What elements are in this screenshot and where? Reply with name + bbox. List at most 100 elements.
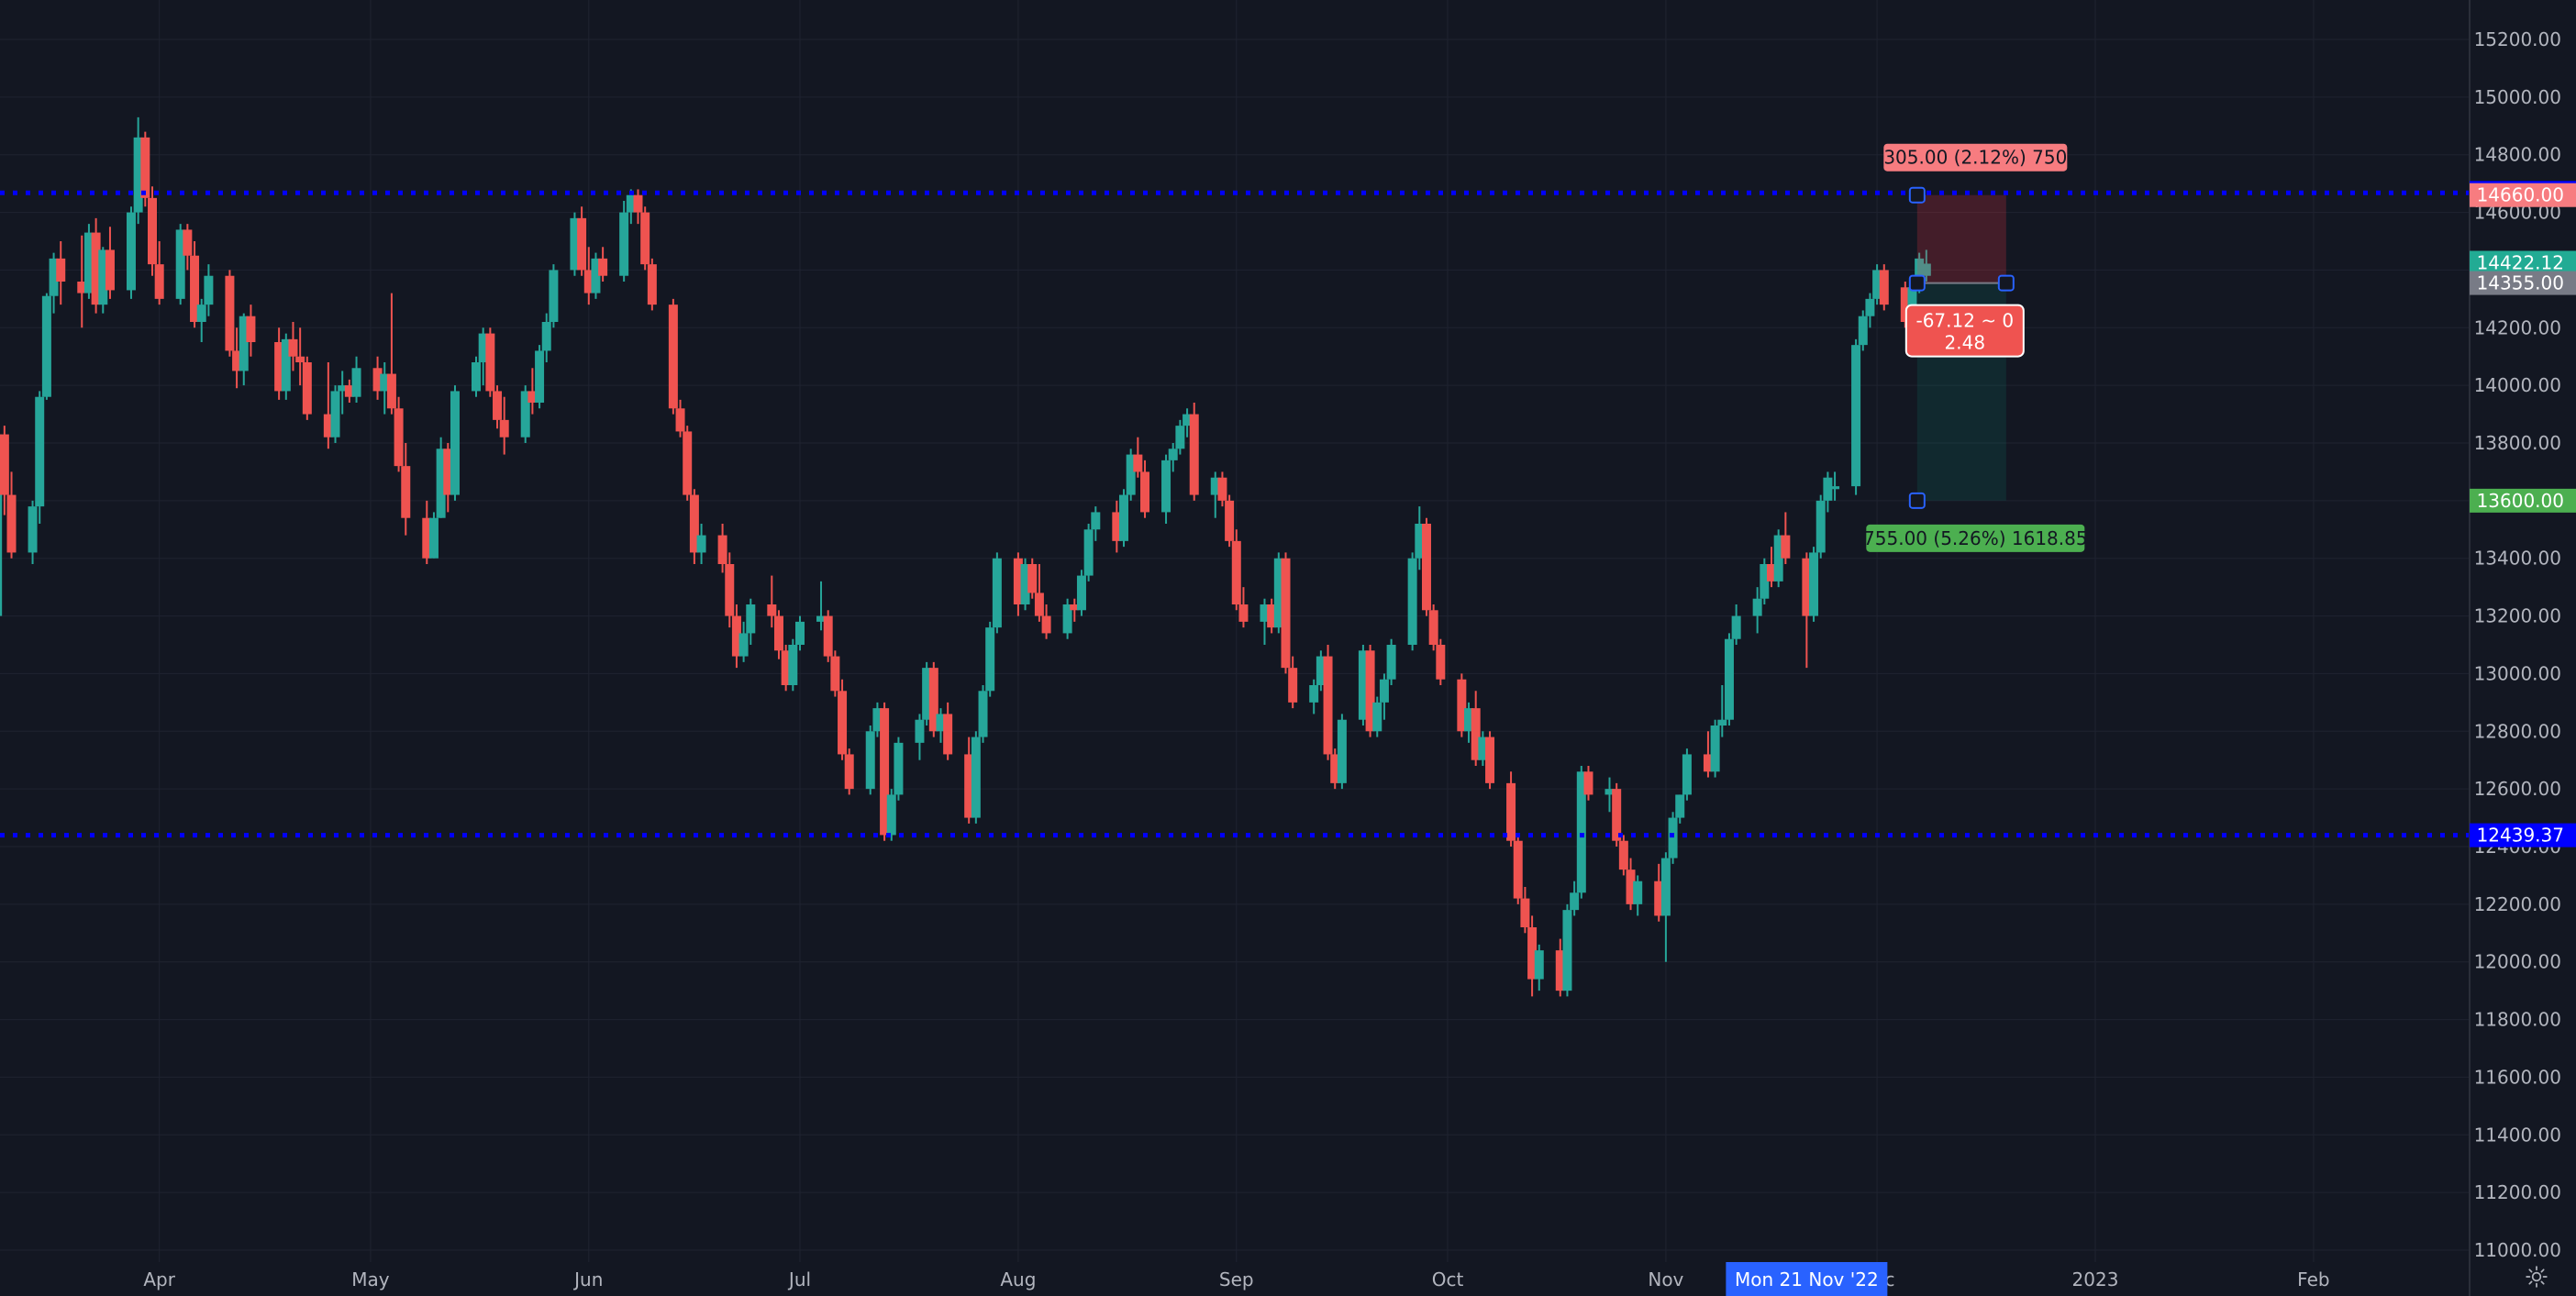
- gear-icon[interactable]: [2525, 1265, 2548, 1289]
- candle-body: [577, 217, 587, 271]
- price-tick-label: 15200.00: [2474, 28, 2561, 50]
- candle-body: [175, 229, 185, 299]
- candle-body: [795, 621, 805, 645]
- candle-body: [1112, 512, 1122, 541]
- price-tick-label: 13000.00: [2474, 662, 2561, 684]
- price-tick-label: 14800.00: [2474, 144, 2561, 166]
- candle-body: [520, 391, 530, 438]
- candle-body: [1386, 645, 1396, 680]
- candle-body: [372, 368, 383, 392]
- candle-body: [295, 356, 305, 362]
- candle-body: [6, 494, 17, 553]
- candle-body: [1083, 529, 1094, 576]
- candle-body: [246, 316, 256, 342]
- candle-body: [0, 434, 3, 616]
- candle-body: [91, 232, 101, 305]
- candle-body: [640, 212, 650, 265]
- candle-body: [1724, 638, 1734, 720]
- candle-body: [436, 449, 446, 518]
- candle-body: [386, 373, 396, 409]
- drag-handle[interactable]: [1908, 274, 1926, 292]
- candle-body: [943, 714, 953, 755]
- time-axis[interactable]: AprMayJunJulAugSepOctNovDec2023FebMon 21…: [143, 1262, 2330, 1296]
- candle-body: [1471, 708, 1481, 760]
- candle-body: [1337, 719, 1347, 783]
- candle-body: [225, 275, 235, 351]
- crosshair-date-badge: [1726, 1262, 1888, 1296]
- price-tick-label: 13400.00: [2474, 548, 2561, 570]
- candle-body: [380, 373, 390, 392]
- candle-body: [872, 708, 883, 732]
- candle-body: [1823, 477, 1833, 501]
- candle-body: [49, 258, 59, 296]
- candle-body: [1583, 771, 1593, 795]
- candle-body: [830, 656, 840, 692]
- pnl-label-line1: -67.12 ~ 0: [1915, 310, 2014, 332]
- price-tick-label: 13800.00: [2474, 432, 2561, 454]
- drag-handle[interactable]: [1908, 186, 1926, 204]
- candle-body: [880, 708, 890, 836]
- candle-body: [1830, 486, 1840, 490]
- candle-body: [773, 615, 783, 651]
- candle-body: [1013, 558, 1023, 604]
- candle-body: [865, 731, 875, 790]
- candle-body: [823, 615, 833, 657]
- candle-body: [1478, 737, 1488, 760]
- candle-body: [1421, 524, 1431, 611]
- candle-body: [1133, 454, 1143, 472]
- short-position-tool[interactable]: 305.00 (2.12%) 750 755.00 (5.26%) 1618.85…: [1863, 143, 2088, 552]
- candle-body: [1900, 287, 1910, 322]
- price-tick-label: 11200.00: [2474, 1181, 2561, 1203]
- candle-body: [928, 668, 938, 732]
- candle-body: [1070, 604, 1080, 611]
- candle-body: [1879, 270, 1889, 305]
- candle-body: [696, 535, 706, 553]
- candle-body: [1020, 564, 1030, 604]
- candle-body: [1815, 500, 1826, 553]
- candle-body: [816, 615, 827, 622]
- candle-body: [717, 535, 727, 564]
- candle-body: [1809, 552, 1819, 616]
- candle-body: [1041, 615, 1051, 634]
- candle-body: [338, 385, 348, 392]
- candle-body: [1570, 892, 1580, 911]
- candle-body: [1633, 881, 1643, 904]
- price-tick-label: 12800.00: [2474, 720, 2561, 742]
- drag-handle[interactable]: [1908, 492, 1926, 509]
- target-label-badge: [1866, 524, 2085, 552]
- price-axis[interactable]: 15200.0015000.0014800.0014600.0014400.00…: [2469, 0, 2576, 1296]
- candle-body: [1365, 650, 1375, 732]
- candle-body: [1752, 598, 1762, 616]
- candle-body: [274, 342, 284, 392]
- candle-body: [196, 305, 206, 322]
- candle-body: [668, 305, 678, 409]
- candle-body: [1464, 708, 1474, 732]
- candle-body: [1379, 679, 1389, 703]
- candle-body: [992, 558, 1002, 628]
- candle-body: [394, 408, 404, 467]
- candle-body: [1626, 870, 1636, 904]
- candle-body: [1682, 754, 1692, 795]
- price-badge: [2470, 271, 2576, 295]
- price-tick-label: 15000.00: [2474, 86, 2561, 108]
- candle-body: [1288, 668, 1298, 703]
- candle-body: [1225, 500, 1235, 541]
- candle-body: [77, 282, 87, 294]
- candle-body: [1703, 754, 1713, 772]
- candle-body: [28, 506, 38, 553]
- candle-body: [1555, 950, 1565, 991]
- candle-body: [401, 466, 411, 518]
- horizontal-lines[interactable]: [0, 190, 2470, 838]
- candle-body: [1168, 449, 1178, 460]
- candle-body: [647, 264, 657, 305]
- candle-body: [781, 650, 791, 685]
- candle-body: [971, 737, 981, 818]
- candle-body: [619, 212, 629, 276]
- price-badge-label: 13600.00: [2477, 490, 2564, 512]
- price-badge-label: 14355.00: [2477, 272, 2564, 294]
- drag-handle[interactable]: [1997, 274, 2015, 292]
- candle-body: [1210, 477, 1220, 495]
- candle-body: [1273, 558, 1283, 628]
- candle-body: [154, 264, 164, 299]
